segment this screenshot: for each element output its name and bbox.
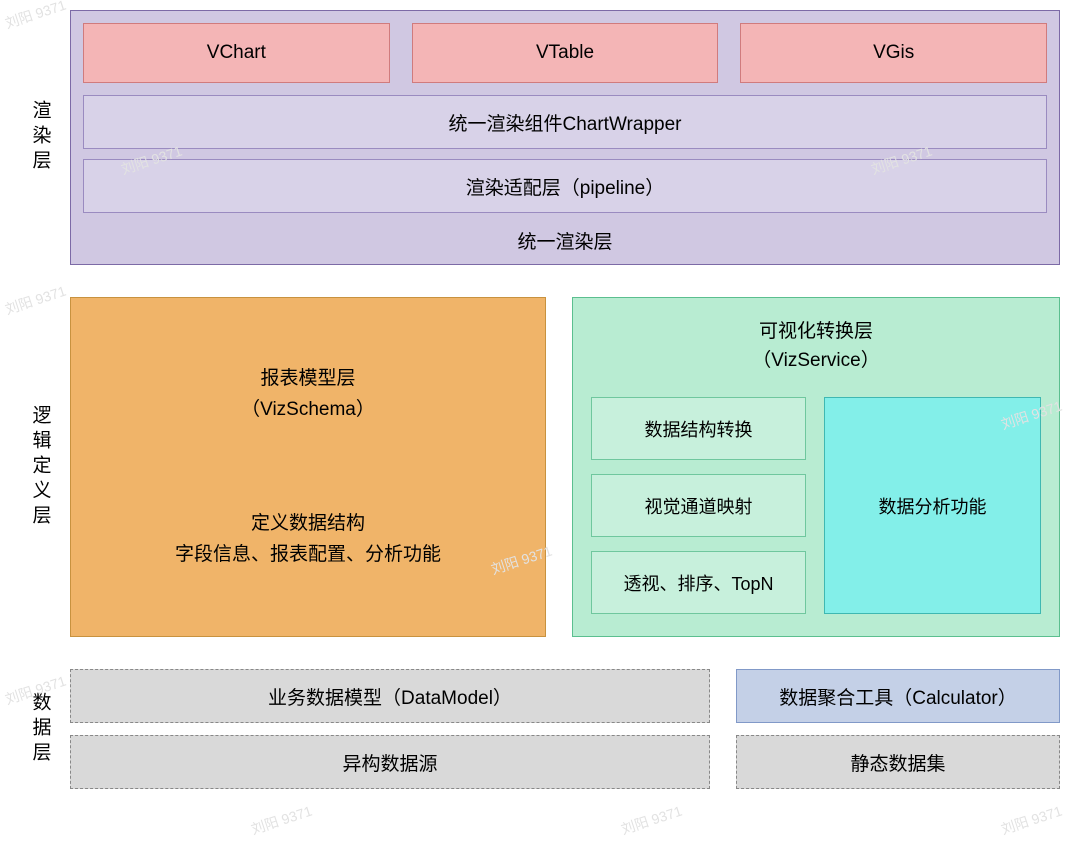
vizservice-title: 可视化转换层 （VizService） bbox=[591, 318, 1041, 375]
hetero-datasource-box: 异构数据源 bbox=[70, 735, 710, 789]
vizschema-title-line1: 报表模型层 bbox=[260, 368, 355, 389]
visual-channel-map-box: 视觉通道映射 bbox=[591, 474, 806, 537]
vizservice-left-col: 数据结构转换 视觉通道映射 透视、排序、TopN bbox=[591, 397, 806, 614]
vizservice-box: 可视化转换层 （VizService） 数据结构转换 视觉通道映射 透视、排序、… bbox=[572, 297, 1060, 637]
render-outer-container: VChart VTable VGis 统一渲染组件ChartWrapper 渲染… bbox=[70, 10, 1060, 265]
chart-wrapper-box: 统一渲染组件ChartWrapper bbox=[83, 95, 1047, 149]
pipeline-box: 渲染适配层（pipeline） bbox=[83, 159, 1047, 213]
vizschema-desc-line1: 定义数据结构 bbox=[251, 513, 365, 534]
static-dataset-box: 静态数据集 bbox=[736, 735, 1060, 789]
watermark: 刘阳 9371 bbox=[618, 801, 684, 840]
render-top-row: VChart VTable VGis bbox=[83, 23, 1047, 83]
data-analysis-box: 数据分析功能 bbox=[824, 397, 1041, 614]
data-struct-transform-box: 数据结构转换 bbox=[591, 397, 806, 460]
vtable-box: VTable bbox=[412, 23, 719, 83]
vizschema-title: 报表模型层 （VizSchema） bbox=[241, 364, 375, 425]
datamodel-box: 业务数据模型（DataModel） bbox=[70, 669, 710, 723]
vizschema-desc-line2: 字段信息、报表配置、分析功能 bbox=[175, 544, 441, 565]
calculator-box: 数据聚合工具（Calculator） bbox=[736, 669, 1060, 723]
render-footer-label: 统一渲染层 bbox=[83, 223, 1047, 256]
vizschema-title-line2: （VizSchema） bbox=[241, 399, 375, 420]
data-layer-label: 数据层 bbox=[10, 669, 70, 789]
pivot-sort-topn-box: 透视、排序、TopN bbox=[591, 551, 806, 614]
watermark: 刘阳 9371 bbox=[248, 801, 314, 840]
data-layer-row: 数据层 业务数据模型（DataModel） 数据聚合工具（Calculator）… bbox=[10, 669, 1060, 789]
watermark: 刘阳 9371 bbox=[998, 801, 1064, 840]
vizservice-title-line2: （VizService） bbox=[752, 350, 879, 371]
vizservice-title-line1: 可视化转换层 bbox=[759, 321, 873, 342]
render-layer-label: 渲染层 bbox=[10, 10, 70, 265]
vgis-box: VGis bbox=[740, 23, 1047, 83]
render-layer-row: 渲染层 VChart VTable VGis 统一渲染组件ChartWrappe… bbox=[10, 10, 1060, 265]
logic-layer-label: 逻辑定义层 bbox=[10, 297, 70, 637]
vizschema-desc: 定义数据结构 字段信息、报表配置、分析功能 bbox=[175, 509, 441, 570]
logic-layer-row: 逻辑定义层 报表模型层 （VizSchema） 定义数据结构 字段信息、报表配置… bbox=[10, 297, 1060, 637]
vizschema-box: 报表模型层 （VizSchema） 定义数据结构 字段信息、报表配置、分析功能 bbox=[70, 297, 546, 637]
vchart-box: VChart bbox=[83, 23, 390, 83]
